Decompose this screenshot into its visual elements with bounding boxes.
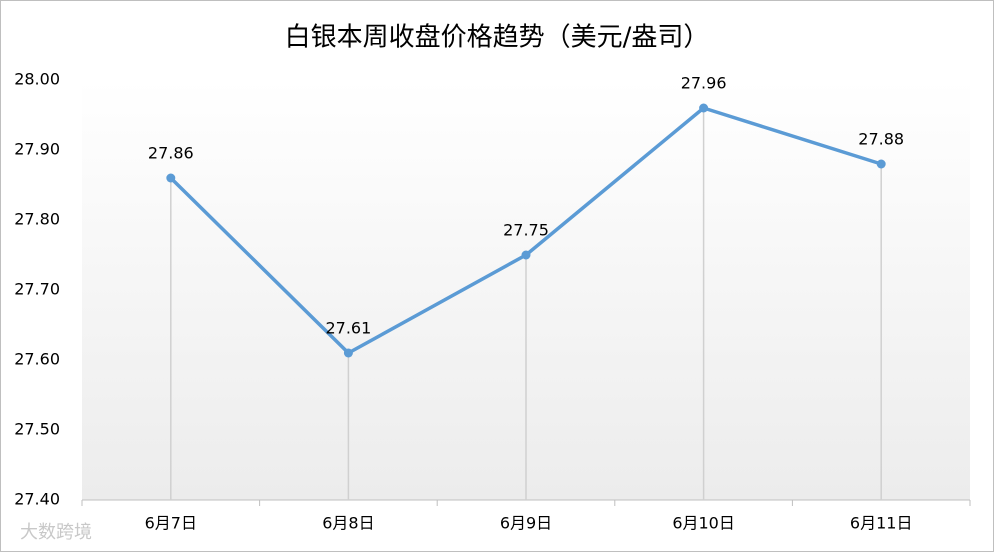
data-label: 27.86 xyxy=(148,144,194,163)
y-tick-label: 27.80 xyxy=(14,210,60,229)
data-point xyxy=(699,103,709,113)
data-point xyxy=(521,250,531,260)
data-point xyxy=(876,159,886,169)
x-tick-label: 6月10日 xyxy=(672,514,735,533)
data-label: 27.61 xyxy=(325,319,371,338)
x-tick-label: 6月9日 xyxy=(500,514,552,533)
chart-title: 白银本周收盘价格趋势（美元/盎司） xyxy=(285,23,710,53)
y-tick-label: 28.00 xyxy=(14,70,60,89)
y-tick-label: 27.50 xyxy=(14,420,60,439)
data-label: 27.75 xyxy=(503,221,549,240)
data-point xyxy=(343,348,353,358)
y-tick-label: 27.90 xyxy=(14,140,60,159)
x-tick-label: 6月11日 xyxy=(850,514,913,533)
y-tick-label: 27.60 xyxy=(14,350,60,369)
x-tick-label: 6月7日 xyxy=(145,514,197,533)
y-tick-label: 27.70 xyxy=(14,280,60,299)
y-tick-label: 27.40 xyxy=(14,490,60,509)
x-tick-label: 6月8日 xyxy=(322,514,374,533)
data-point xyxy=(166,173,176,183)
data-label: 27.88 xyxy=(858,130,904,149)
watermark: 大数跨境 xyxy=(20,522,92,543)
data-label: 27.96 xyxy=(681,74,727,93)
